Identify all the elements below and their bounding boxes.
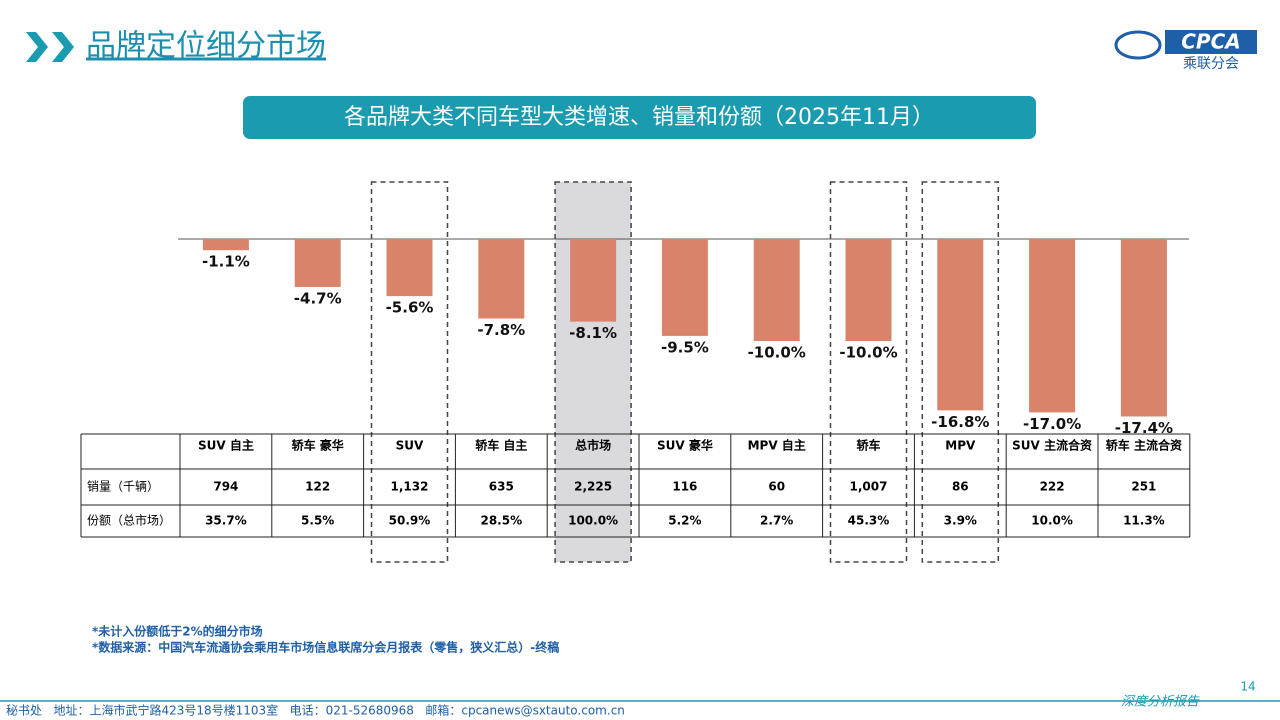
bar (845, 239, 892, 341)
chevrons (26, 32, 74, 62)
bar (753, 239, 800, 341)
table-cell: 251 (1131, 480, 1156, 494)
highlight-box (829, 181, 908, 563)
table-cell: 635 (489, 480, 514, 494)
table-cell: 28.5% (480, 514, 522, 528)
table-cell: 86 (952, 480, 969, 494)
table-cell: 2.7% (760, 514, 793, 528)
table-cell: 10.0% (1031, 514, 1073, 528)
bar (937, 239, 984, 411)
table-cell: 11.3% (1123, 514, 1165, 528)
data-label: -10.0% (839, 344, 897, 362)
row-label: 销量（千辆） (87, 480, 159, 494)
table: SUV 自主 轿车 豪华 SUV 轿车 自主 总市场 SUV 豪华 MPV 自主 轿车 MPV S… (80, 433, 1191, 538)
bar (386, 239, 433, 297)
table-cell: 3.9% (944, 514, 977, 528)
table-cell: 222 (1040, 480, 1065, 494)
note: *未计入份额低于2%的细分市场 (92, 624, 263, 639)
table-cell: 45.3% (848, 514, 890, 528)
logo-sub: 乘联分会 (1183, 56, 1239, 72)
note: *数据来源：中国汽车流通协会乘用车市场信息联席分会月报表（零售，狭义汇总）-终稿 (92, 640, 559, 655)
column-header: SUV 豪华 (657, 438, 713, 453)
column-header: 总市场 (575, 438, 611, 453)
footer-contact: 秘书处 地址：上海市武宁路423号18号楼1103室 电话：021-526809… (6, 703, 625, 718)
column-header: SUV 主流合资 (1012, 438, 1092, 453)
table-cell: 122 (305, 480, 330, 494)
table-cell: 100.0% (568, 514, 618, 528)
table-cell: 2,225 (574, 480, 612, 494)
column-header: 轿车 豪华 (292, 438, 344, 453)
data-label: -7.8% (477, 321, 525, 339)
highlight-box (370, 181, 449, 563)
tagline: 深度分析报告 (1121, 695, 1200, 710)
table-cell: 60 (768, 480, 785, 494)
table-cell: 116 (672, 480, 697, 494)
bar (1029, 239, 1076, 413)
bar (1120, 239, 1167, 417)
table-cell: 1,132 (391, 480, 429, 494)
table-cell: 794 (213, 480, 238, 494)
table-cell: 35.7% (205, 514, 247, 528)
data-label: -17.4% (1115, 419, 1173, 437)
column-header: MPV 自主 (748, 438, 806, 453)
logo: CPCA (1181, 30, 1241, 54)
bar (202, 239, 249, 251)
column-header: 轿车 自主 (475, 438, 527, 453)
chart-title: 各品牌大类不同车型大类增速、销量和份额（2025年11月） (344, 105, 934, 130)
data-label: -10.0% (748, 344, 806, 362)
page-title: 品牌定位细分市场 (86, 29, 326, 64)
data-label: -5.6% (386, 299, 434, 317)
column-header: SUV 自主 (198, 438, 254, 453)
chart-title-bar (243, 96, 1036, 139)
table-cell: 1,007 (850, 480, 888, 494)
data-label: -8.1% (569, 324, 617, 342)
bar (294, 239, 341, 287)
table-cell: 50.9% (389, 514, 431, 528)
data-label: -16.8% (931, 413, 989, 431)
column-header: SUV (396, 439, 424, 453)
column-header: 轿车 主流合资 (1106, 438, 1182, 453)
bar (478, 239, 525, 319)
bars: -1.1% -4.7% -5.6% -7.8% -8.1% -9.5% -10.0% -10.… (202, 239, 1173, 437)
table-cell: 5.2% (668, 514, 701, 528)
data-label: -4.7% (294, 289, 342, 307)
data-label: -1.1% (202, 253, 250, 271)
table-cell: 5.5% (301, 514, 334, 528)
page-number: 14 (1240, 680, 1255, 694)
row-label: 份额（总市场） (87, 513, 171, 528)
data-label: -9.5% (661, 338, 709, 356)
column-header: MPV (945, 439, 976, 453)
bar (661, 239, 708, 336)
column-header: 轿车 (856, 438, 880, 453)
logo-mark (1114, 30, 1162, 60)
logo-box (1165, 30, 1257, 54)
highlight-box (921, 181, 1000, 563)
data-label: -17.0% (1023, 415, 1081, 433)
bar (570, 239, 617, 322)
